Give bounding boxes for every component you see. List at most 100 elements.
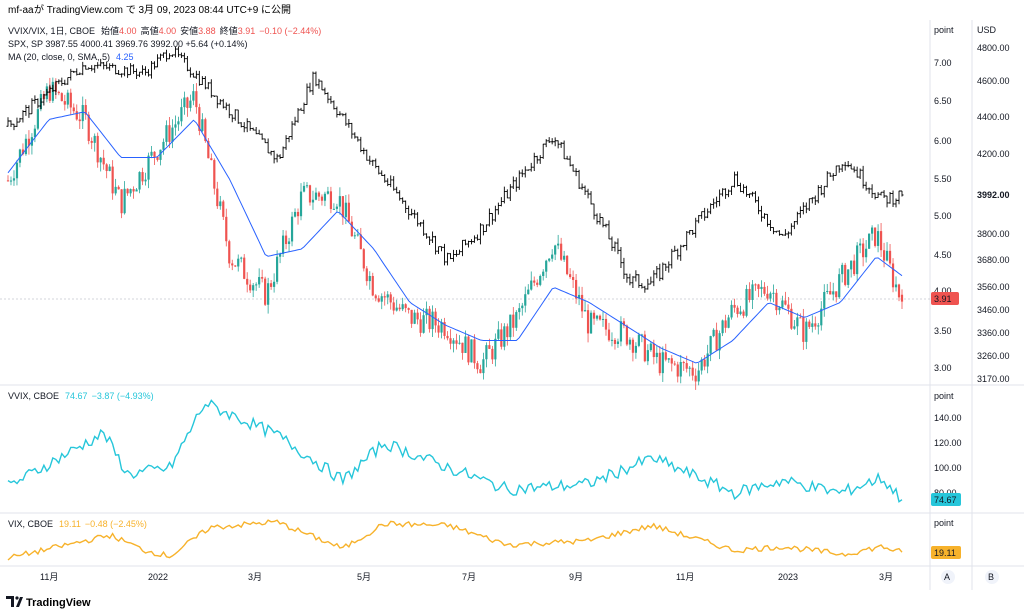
spx-bar: [81, 61, 85, 76]
ratio-candle: [305, 185, 309, 187]
spx-bar: [69, 68, 73, 81]
spx-bar: [233, 109, 237, 121]
spx-bar: [727, 189, 731, 198]
vvix-legend[interactable]: VVIX, CBOE 74.67 −3.87 (−4.93%): [8, 391, 154, 401]
main-legend[interactable]: VVIX/VIX, 1日, CBOE 始値4.00 高値4.00 安値3.88 終値3.…: [8, 25, 321, 62]
ratio-candle: [359, 234, 362, 250]
spx-bar: [631, 276, 635, 289]
spx-bar: [30, 98, 34, 115]
scale-a-button[interactable]: A: [941, 570, 955, 584]
ratio-candle: [646, 350, 649, 362]
spx-bar: [203, 76, 207, 90]
spx-bar: [296, 108, 300, 123]
ratio-candle: [754, 284, 757, 286]
ratio-candle: [96, 135, 99, 163]
ratio-candle: [240, 257, 243, 259]
ratio-candle: [261, 277, 264, 279]
ratio-candle: [521, 305, 524, 309]
ratio-candle: [790, 308, 793, 329]
spx-bar: [771, 226, 775, 235]
ratio-candle: [853, 260, 856, 275]
spx-bar: [284, 135, 288, 150]
spx-bar: [407, 205, 411, 220]
ratio-candle: [278, 253, 282, 257]
ratio-candle: [449, 338, 452, 344]
spx-tick: 3800.00: [977, 229, 1010, 239]
ratio-candle: [751, 284, 754, 300]
spx-bar: [158, 53, 162, 61]
spx-bar: [888, 192, 892, 204]
spx-bar: [167, 53, 171, 60]
scale-b-button[interactable]: B: [985, 570, 999, 584]
ratio-candle: [213, 160, 216, 189]
spx-bar: [320, 80, 324, 91]
spx-bar: [173, 46, 177, 58]
spx-bar: [855, 166, 859, 178]
spx-bar: [858, 168, 862, 179]
spx-bar: [682, 244, 686, 248]
spx-bar: [380, 170, 384, 177]
spx-bar: [664, 263, 668, 271]
spx-bar: [553, 137, 557, 147]
spx-bar: [619, 247, 623, 268]
ratio-candle: [694, 375, 697, 382]
time-axis[interactable]: 11月 2022 3月 5月 7月 9月 11月 2023 3月: [40, 572, 893, 582]
ratio-candle: [509, 314, 512, 338]
ratio-candle: [204, 119, 207, 141]
spx-bar: [218, 99, 222, 105]
tradingview-logo-icon: [6, 596, 14, 607]
spx-bar: [24, 104, 28, 116]
ratio-candle: [688, 367, 691, 369]
spx-bar: [422, 219, 426, 236]
spx-bar: [129, 63, 133, 76]
spx-bar: [299, 107, 303, 111]
spx-bar: [601, 217, 605, 228]
spx-bar: [102, 61, 106, 70]
vix-last-badge: [931, 546, 961, 559]
ratio-candle: [569, 274, 572, 278]
ratio-candle: [742, 311, 745, 316]
ratio-candle: [264, 278, 267, 305]
spx-bar: [846, 160, 850, 168]
vvix-axis-unit: point: [934, 391, 954, 401]
ratio-candle: [168, 125, 171, 142]
ratio-axis[interactable]: 7.00 6.50 6.00 5.50 5.00 4.50 4.00 3.50 …: [931, 58, 959, 373]
ratio-candle: [311, 199, 315, 203]
spx-bar: [628, 273, 632, 286]
ratio-candle: [153, 151, 156, 157]
vvix-axis[interactable]: 140.00 120.00 100.00 80.00 74.67: [931, 413, 962, 506]
spx-bar: [209, 79, 213, 98]
spx-bar: [751, 191, 755, 197]
spx-bar: [807, 198, 811, 211]
ratio-candle: [386, 294, 389, 298]
tradingview-logo[interactable]: TradingView: [6, 596, 91, 609]
ratio-candle: [180, 107, 183, 122]
ratio-candle: [470, 339, 473, 363]
spx-bar: [541, 143, 545, 159]
spx-axis[interactable]: 4800.00 4600.00 4400.00 4200.00 3800.00 …: [977, 43, 1010, 384]
ratio-candle: [189, 100, 192, 108]
spx-bar: [78, 72, 82, 75]
ratio-candle: [733, 304, 736, 308]
spx-bar: [206, 82, 210, 90]
ratio-candle: [530, 280, 533, 290]
vix-legend[interactable]: VIX, CBOE 19.11 −0.48 (−2.45%): [8, 519, 147, 529]
ratio-candle: [844, 264, 847, 285]
ratio-candle: [643, 334, 646, 362]
spx-bar: [472, 235, 476, 243]
author-name[interactable]: mf-aa: [8, 5, 34, 16]
ratio-candle: [452, 340, 455, 344]
ratio-candle: [332, 208, 336, 210]
ratio-candle: [267, 283, 270, 305]
ratio-candle: [353, 235, 356, 237]
ratio-tick: 3.50: [934, 326, 952, 336]
ratio-candle: [287, 241, 291, 245]
spx-bar: [843, 161, 847, 171]
vvix-tick: 100.00: [934, 463, 962, 473]
ratio-candle: [171, 127, 174, 142]
ratio-candle: [12, 178, 16, 181]
spx-bar: [359, 136, 363, 153]
spx-bar: [712, 198, 716, 209]
spx-bar: [93, 64, 97, 73]
